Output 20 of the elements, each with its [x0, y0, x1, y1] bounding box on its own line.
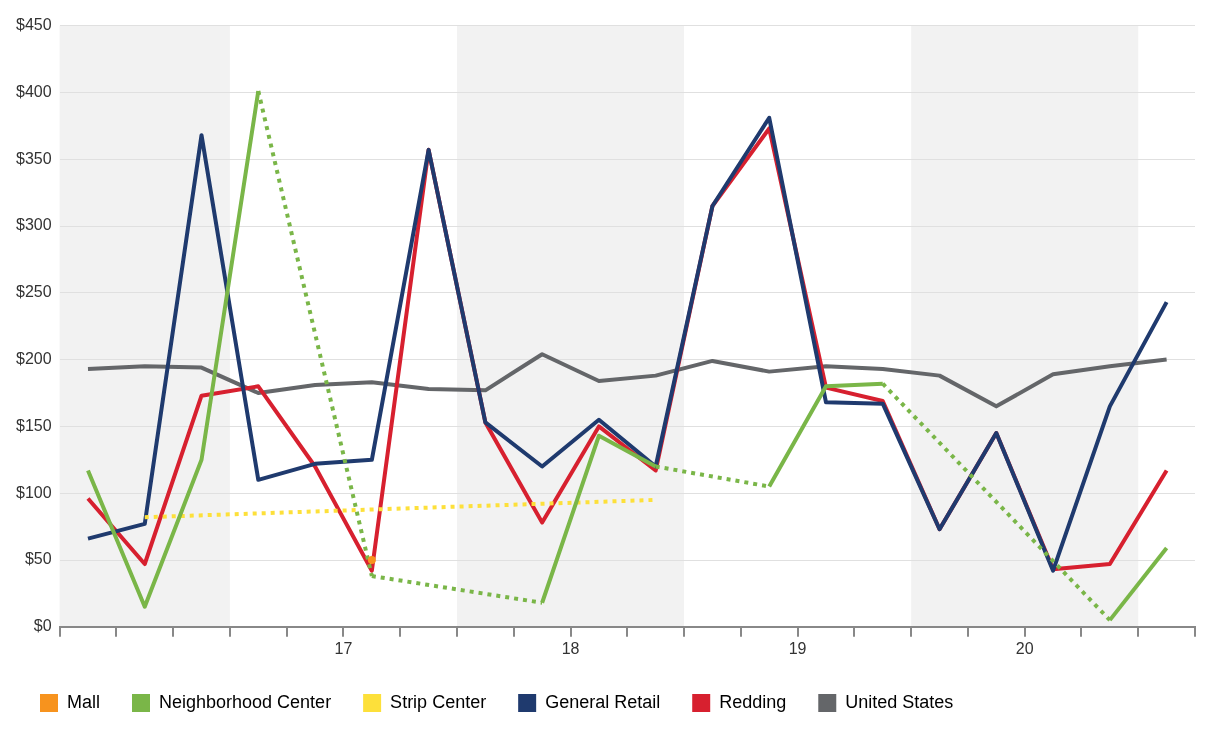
legend-label: Redding [719, 691, 787, 712]
y-tick-label: $400 [16, 82, 52, 100]
x-tick-label: 17 [334, 639, 353, 657]
y-tick-label: $300 [16, 216, 52, 234]
y-tick-label: $250 [16, 283, 52, 301]
legend-label: Strip Center [390, 691, 487, 712]
x-tick-label: 20 [1015, 639, 1034, 657]
legend-label: United States [845, 691, 954, 712]
legend-label: General Retail [545, 691, 661, 712]
y-tick-label: $200 [16, 350, 52, 368]
y-tick-label: $50 [24, 550, 52, 568]
y-tick-label: $350 [16, 149, 52, 167]
x-tick-label: 19 [788, 639, 807, 657]
legend-label: Mall [67, 691, 101, 712]
y-tick-label: $450 [16, 16, 52, 34]
legend-label: Neighborhood Center [159, 691, 332, 712]
y-tick-label: $100 [16, 483, 52, 501]
x-tick-label: 18 [561, 639, 580, 657]
y-tick-label: $150 [16, 416, 52, 434]
y-tick-label: $0 [33, 617, 52, 635]
